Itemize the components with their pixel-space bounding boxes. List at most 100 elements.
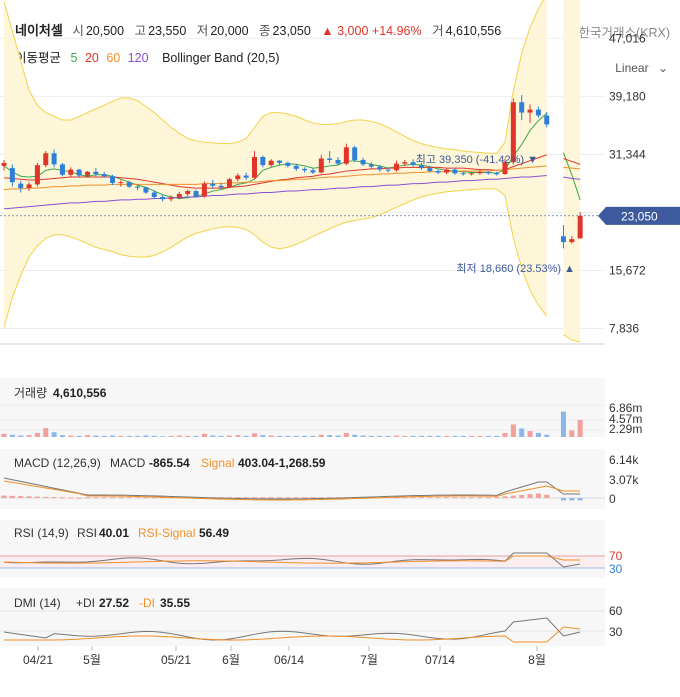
candle-body bbox=[302, 168, 308, 171]
candle-body bbox=[260, 156, 266, 166]
candle-body bbox=[277, 160, 283, 163]
candle-body bbox=[226, 179, 232, 188]
volume-bar bbox=[9, 434, 15, 437]
candle-body bbox=[168, 197, 174, 200]
candle-body bbox=[59, 164, 65, 175]
volume-bar bbox=[435, 435, 441, 437]
candle-body bbox=[285, 162, 291, 166]
candle-body bbox=[544, 115, 550, 125]
volume-bar bbox=[427, 435, 433, 437]
macd-title: MACD (12,26,9) bbox=[14, 456, 101, 470]
candle-body bbox=[76, 169, 82, 176]
macd-histogram-bar bbox=[268, 497, 274, 499]
volume-bar bbox=[226, 435, 232, 437]
bollinger-label[interactable]: Bollinger Band (20,5) bbox=[162, 51, 280, 65]
volume-bar bbox=[18, 435, 24, 437]
stock-name[interactable]: 네이처셀 bbox=[15, 23, 63, 38]
macd-axis-label: 0 bbox=[609, 492, 616, 506]
high-value: 23,550 bbox=[148, 24, 187, 38]
bollinger-lower-line bbox=[3, 188, 548, 328]
change-percent: +14.96% bbox=[371, 24, 422, 38]
candle-body bbox=[193, 191, 199, 197]
volume-bar bbox=[494, 435, 500, 437]
candle-body bbox=[160, 196, 166, 200]
stock-header: 네이처셀 시 20,500 고 23,550 저 20,000 종 23,050 ▲ 3… bbox=[0, 0, 680, 80]
plus-di-line bbox=[3, 617, 581, 641]
volume-bar bbox=[76, 435, 82, 437]
ma60-line bbox=[563, 166, 581, 170]
low-value: 20,000 bbox=[210, 24, 249, 38]
volume-bar bbox=[268, 435, 274, 437]
candle-body bbox=[318, 158, 324, 173]
price-axis-label: 31,344 bbox=[609, 147, 646, 161]
volume-bar bbox=[218, 435, 224, 437]
macd-histogram-bar bbox=[43, 496, 49, 498]
rsi-axis-30: 30 bbox=[609, 562, 623, 576]
candle-body bbox=[427, 168, 433, 172]
minus-di-label: -DI bbox=[139, 596, 155, 610]
macd-line bbox=[3, 477, 581, 500]
candle-body bbox=[126, 182, 132, 187]
scale-mode-dropdown[interactable]: Linear ⌄ bbox=[615, 61, 668, 75]
open-label: 시 bbox=[72, 24, 84, 38]
high-label: 고 bbox=[134, 24, 147, 38]
candle-body bbox=[410, 162, 416, 166]
price-axis-label: 47,016 bbox=[609, 31, 646, 45]
volume-bar bbox=[560, 411, 566, 437]
macd-histogram-bar bbox=[235, 497, 241, 499]
volume-bar bbox=[59, 435, 65, 437]
rsi-signal-value: 56.49 bbox=[199, 526, 229, 540]
macd-signal-label: Signal bbox=[201, 456, 234, 470]
candle-body bbox=[452, 169, 458, 174]
volume-value: 4,610,556 bbox=[445, 24, 502, 38]
price-axis-label: 39,180 bbox=[609, 89, 646, 103]
candle-body bbox=[502, 162, 508, 175]
high-annotation: 최고 39,350 (-41.42%) ▼ bbox=[416, 153, 538, 166]
candle-body bbox=[9, 168, 15, 183]
candle-body bbox=[444, 169, 450, 173]
volume-bar bbox=[143, 435, 149, 437]
macd-histogram-bar bbox=[243, 497, 249, 499]
macd-histogram-bar bbox=[76, 497, 82, 499]
candle-body bbox=[293, 165, 299, 169]
rsi-line bbox=[3, 552, 581, 568]
candle-body bbox=[343, 147, 349, 164]
volume-bar bbox=[93, 435, 99, 437]
macd-histogram-bar bbox=[135, 497, 141, 499]
volume-bar bbox=[377, 435, 383, 437]
volume-bar bbox=[469, 435, 475, 437]
volume-bar bbox=[68, 435, 74, 437]
candle-body bbox=[210, 183, 216, 186]
volume-bar bbox=[577, 419, 583, 437]
indicator-legend: 이동평균 5 20 60 120 Bollinger Band (20,5) bbox=[15, 47, 286, 66]
x-axis-label: 04/21 bbox=[23, 653, 53, 667]
ma-label[interactable]: 이동평균 bbox=[15, 51, 62, 65]
volume-bar bbox=[110, 435, 116, 437]
volume-bar bbox=[310, 435, 316, 437]
current-price-value: 23,050 bbox=[621, 209, 658, 223]
candle-body bbox=[477, 171, 483, 174]
volume-axis-label: 4.57m bbox=[609, 412, 642, 426]
macd-histogram-bar bbox=[502, 496, 508, 498]
candle-body bbox=[1, 162, 7, 166]
macd-histogram-bar bbox=[151, 497, 157, 499]
macd-histogram-bar bbox=[477, 497, 483, 499]
plus-di-label: +DI bbox=[76, 596, 95, 610]
macd-signal-value: 403.04-1,268.59 bbox=[238, 456, 326, 470]
macd-histogram-bar bbox=[560, 498, 566, 501]
bollinger-band-fill bbox=[563, 0, 581, 343]
minus-di-value: 35.55 bbox=[160, 596, 190, 610]
volume-bar bbox=[135, 435, 141, 437]
macd-histogram-bar bbox=[118, 497, 124, 499]
rsi-value: 40.01 bbox=[99, 526, 129, 540]
volume-bar bbox=[26, 435, 32, 437]
low-label: 저 bbox=[196, 24, 209, 38]
low-annotation: 최저 18,660 (23.53%) ▲ bbox=[456, 262, 575, 275]
ma20-line bbox=[563, 158, 581, 165]
candle-body bbox=[93, 171, 99, 175]
volume-bar bbox=[510, 424, 516, 437]
scale-mode-label: Linear bbox=[615, 61, 649, 75]
macd-histogram-bar bbox=[460, 497, 466, 499]
x-axis-label: 8월 bbox=[528, 653, 546, 667]
